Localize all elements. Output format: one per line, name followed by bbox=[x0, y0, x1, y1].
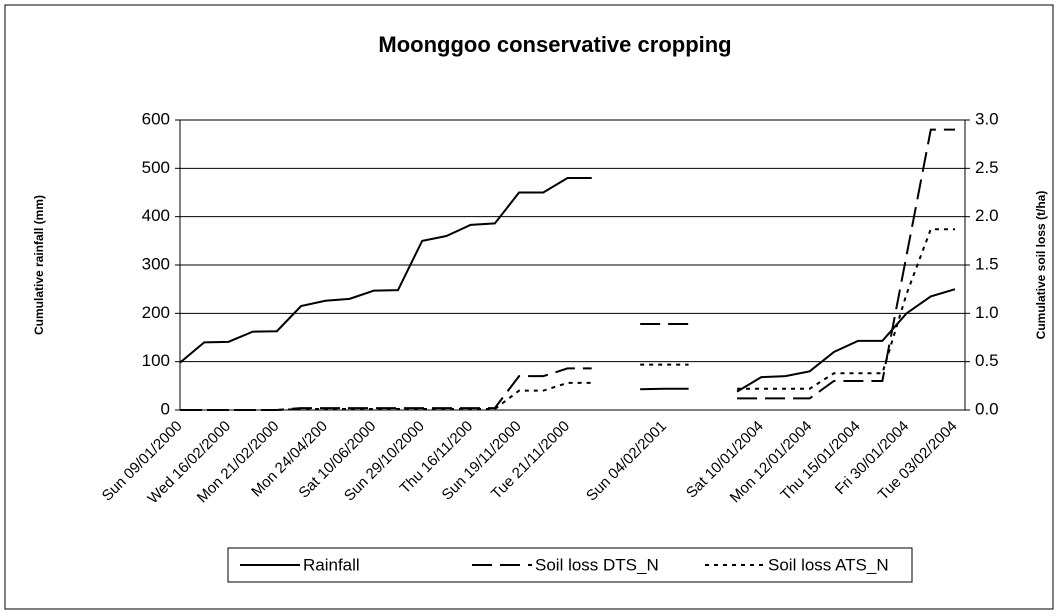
y2-tick-label: 0.0 bbox=[975, 399, 999, 418]
chart-title: Moonggoo conservative cropping bbox=[378, 32, 731, 57]
y2-tick-label: 2.5 bbox=[975, 158, 999, 177]
legend-label: Soil loss ATS_N bbox=[768, 555, 889, 574]
y-axis-label: Cumulative rainfall (mm) bbox=[32, 195, 46, 335]
y2-tick-label: 0.5 bbox=[975, 351, 999, 370]
data-line bbox=[180, 128, 955, 411]
y2-tick-label: 2.0 bbox=[975, 206, 999, 225]
data-line bbox=[180, 228, 955, 411]
y2-tick-label: 1.0 bbox=[975, 303, 999, 322]
y2-axis-label: Cumulative soil loss (t/ha) bbox=[1034, 191, 1048, 340]
y2-tick-label: 3.0 bbox=[975, 109, 999, 128]
legend-box bbox=[227, 547, 913, 583]
y-tick-label: 200 bbox=[142, 303, 170, 322]
y-tick-label: 100 bbox=[142, 351, 170, 370]
data-line bbox=[179, 177, 956, 393]
legend-label: Rainfall bbox=[303, 555, 360, 574]
y-tick-label: 500 bbox=[142, 158, 170, 177]
y-tick-label: 400 bbox=[142, 206, 170, 225]
y-tick-label: 600 bbox=[142, 109, 170, 128]
y2-tick-label: 1.5 bbox=[975, 254, 999, 273]
legend-label: Soil loss DTS_N bbox=[535, 555, 659, 574]
y-tick-label: 0 bbox=[161, 399, 170, 418]
y-tick-label: 300 bbox=[142, 254, 170, 273]
